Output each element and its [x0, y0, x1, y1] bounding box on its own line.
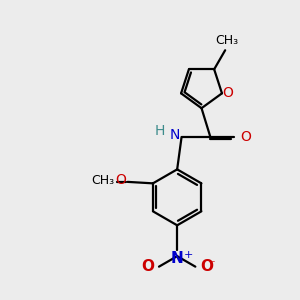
Text: H: H	[155, 124, 165, 138]
Text: O: O	[142, 259, 154, 274]
Text: N: N	[171, 251, 184, 266]
Text: +: +	[184, 250, 193, 260]
Text: O: O	[200, 259, 213, 274]
Text: O: O	[115, 173, 126, 188]
Text: O: O	[222, 86, 233, 100]
Text: N: N	[170, 128, 180, 142]
Text: CH₃: CH₃	[215, 34, 238, 47]
Text: ⁻: ⁻	[208, 259, 214, 272]
Text: O: O	[240, 130, 251, 144]
Text: CH₃: CH₃	[91, 174, 114, 187]
